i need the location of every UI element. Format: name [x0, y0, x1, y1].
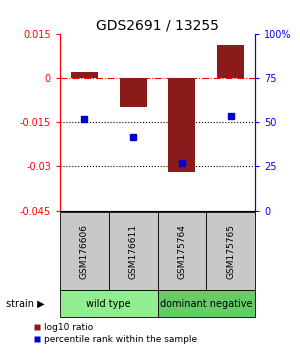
- Text: GSM175765: GSM175765: [226, 224, 235, 279]
- Text: GSM176611: GSM176611: [129, 224, 138, 279]
- Title: GDS2691 / 13255: GDS2691 / 13255: [96, 18, 219, 33]
- Bar: [158, 212, 206, 290]
- Bar: [158, 290, 255, 317]
- Bar: [120, 78, 146, 107]
- Bar: [206, 212, 255, 290]
- Bar: [71, 72, 98, 78]
- Bar: [60, 212, 109, 290]
- Text: strain ▶: strain ▶: [6, 298, 45, 309]
- Text: GSM176606: GSM176606: [80, 224, 89, 279]
- Bar: [60, 290, 158, 317]
- Bar: [109, 212, 158, 290]
- Bar: [217, 45, 244, 78]
- Text: GSM175764: GSM175764: [177, 224, 186, 279]
- Legend: log10 ratio, percentile rank within the sample: log10 ratio, percentile rank within the …: [34, 323, 197, 344]
- Text: dominant negative: dominant negative: [160, 298, 253, 309]
- Bar: [169, 78, 195, 172]
- Text: wild type: wild type: [86, 298, 131, 309]
